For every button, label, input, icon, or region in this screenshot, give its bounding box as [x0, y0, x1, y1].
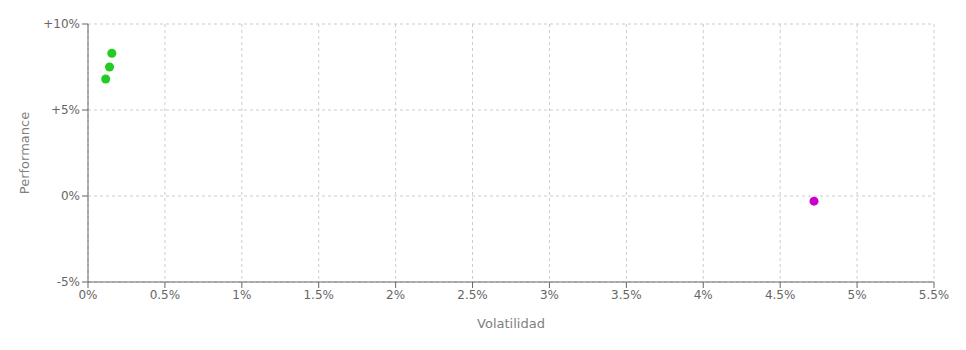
svg-text:-5%: -5%: [57, 275, 80, 289]
svg-text:2.5%: 2.5%: [457, 288, 488, 302]
svg-text:0%: 0%: [78, 288, 97, 302]
svg-text:0%: 0%: [61, 189, 80, 203]
svg-text:1%: 1%: [232, 288, 251, 302]
svg-text:5%: 5%: [848, 288, 867, 302]
svg-text:0.5%: 0.5%: [150, 288, 181, 302]
svg-text:2%: 2%: [386, 288, 405, 302]
svg-text:+5%: +5%: [51, 103, 80, 117]
svg-text:5.5%: 5.5%: [919, 288, 950, 302]
svg-text:4.5%: 4.5%: [765, 288, 796, 302]
svg-text:Performance: Performance: [17, 112, 32, 194]
svg-text:Volatilidad: Volatilidad: [477, 316, 545, 331]
svg-text:+10%: +10%: [43, 17, 80, 31]
svg-text:4%: 4%: [694, 288, 713, 302]
svg-text:1.5%: 1.5%: [303, 288, 334, 302]
svg-text:3%: 3%: [540, 288, 559, 302]
svg-text:3.5%: 3.5%: [611, 288, 642, 302]
